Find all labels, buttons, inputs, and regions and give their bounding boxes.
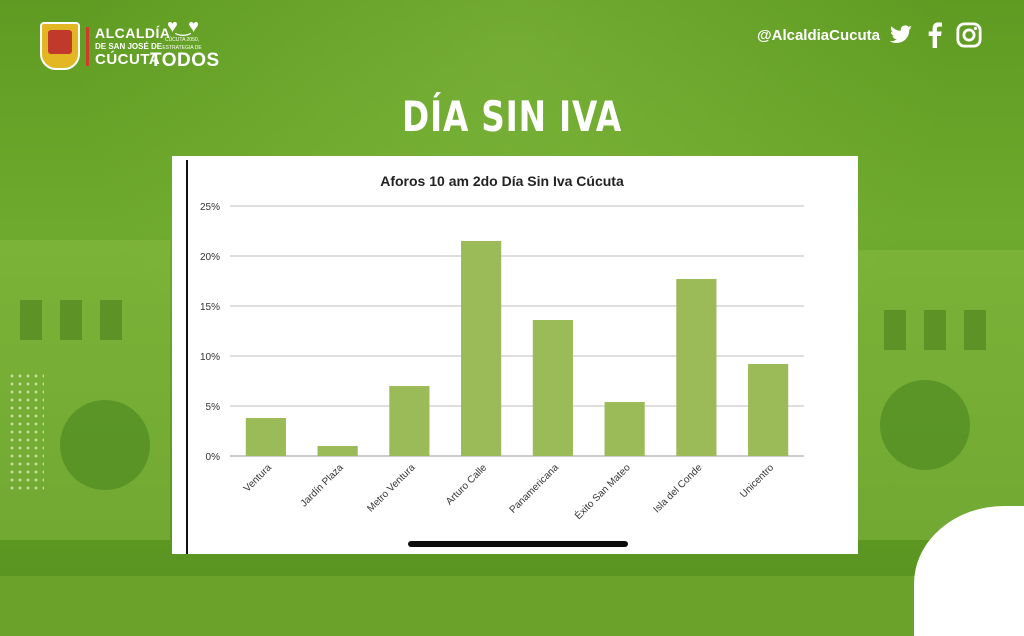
instagram-icon[interactable] (956, 22, 982, 48)
bar-arturo-calle (461, 241, 502, 456)
y-tick-label: 0% (206, 452, 221, 463)
people-hearts-icon: ♥‿♥ (167, 16, 199, 36)
coat-of-arms-icon (40, 22, 80, 70)
x-tick-label: Panamericana (508, 462, 562, 516)
chart-title: Aforos 10 am 2do Día Sin Iva Cúcuta (380, 173, 624, 189)
todos-logo: ♥‿♥ CÚCUTA 2050, ESTRATEGIA DE TODOS (150, 16, 220, 71)
bar-unicentro (748, 364, 789, 456)
bar-panamericana (532, 320, 573, 456)
bar-metro-ventura (389, 386, 430, 456)
alcaldia-logo: ALCALDÍA DE SAN JOSÉ DE CÚCUTA (40, 22, 171, 70)
twitter-icon[interactable] (888, 22, 914, 48)
x-tick-label: Metro Ventura (365, 462, 418, 515)
bar-éxito-san-mateo (604, 402, 645, 456)
x-tick-label: Ventura (242, 462, 274, 494)
bar-chart: Aforos 10 am 2do Día Sin Iva Cúcuta Vent… (200, 173, 804, 522)
alcaldia-wordmark: ALCALDÍA DE SAN JOSÉ DE CÚCUTA (86, 26, 171, 67)
facebook-icon[interactable] (922, 22, 948, 48)
bar-isla-del-conde (676, 279, 717, 456)
social-links: @AlcaldiaCucuta (757, 22, 982, 48)
bar-jardín-plaza (317, 446, 358, 456)
bar-ventura (245, 418, 286, 456)
card-left-rule (186, 160, 188, 554)
x-tick-label: Isla del Conde (652, 462, 705, 515)
y-tick-label: 25% (200, 202, 220, 213)
x-tick-label: Jardín Plaza (299, 462, 346, 509)
x-tick-label: Éxito San Mateo (572, 461, 633, 522)
y-tick-label: 15% (200, 302, 220, 313)
y-tick-label: 20% (200, 252, 220, 263)
page-title: DÍA SIN IVA (401, 92, 623, 141)
x-tick-label: Unicentro (738, 462, 776, 500)
y-tick-label: 5% (206, 402, 221, 413)
chart-card: Aforos 10 am 2do Día Sin Iva Cúcuta Vent… (172, 156, 858, 554)
scroll-indicator (408, 541, 628, 547)
palm-left (60, 400, 150, 490)
x-tick-label: Arturo Calle (444, 462, 489, 507)
dot-pattern (8, 372, 44, 492)
y-tick-label: 10% (200, 352, 220, 363)
social-handle[interactable]: @AlcaldiaCucuta (757, 26, 880, 44)
palm-right (880, 380, 970, 470)
